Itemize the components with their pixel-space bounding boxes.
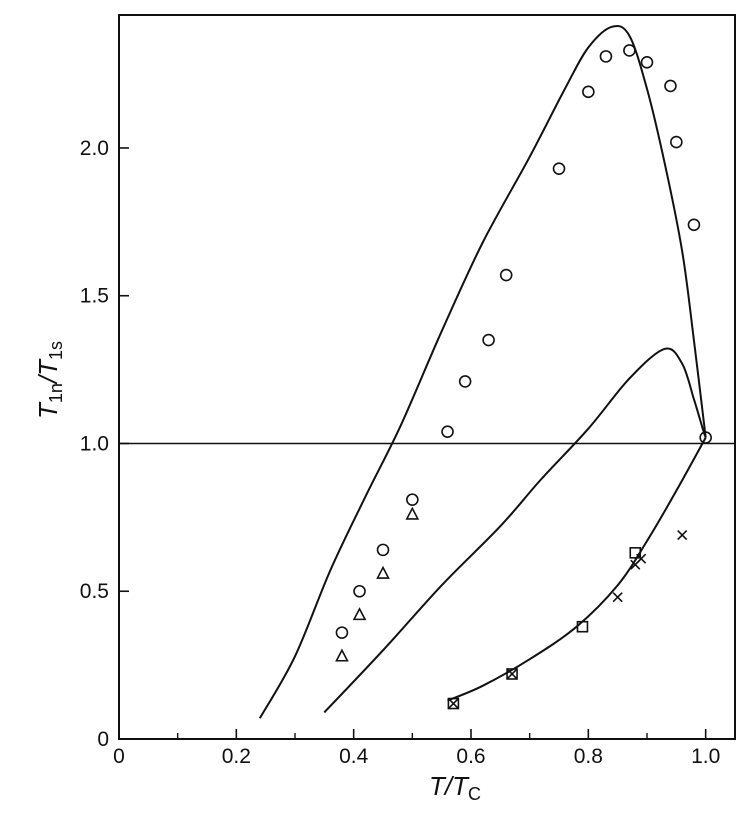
circle-marker-5 — [458, 375, 472, 388]
y-axis-title-post-sub: 1s — [46, 341, 66, 360]
y-tick-label-1: 0.5 — [80, 580, 109, 603]
y-tick-label-4: 2.0 — [80, 137, 109, 160]
x-tick-label-3: 0.6 — [456, 745, 485, 768]
x-tick-label-4: 0.8 — [574, 745, 603, 768]
y-axis-ticks: 0 0.5 1.0 1.5 2.0 — [80, 137, 129, 751]
x-axis-title-main: T/T — [429, 771, 470, 801]
x-tick-label-1: 0.2 — [222, 745, 251, 768]
y-axis-title-pre-sub: 1n — [46, 383, 66, 403]
square-marker-0 — [576, 620, 589, 633]
triangle-marker-3 — [405, 506, 420, 520]
boxed-cross-marker-1 — [506, 668, 518, 680]
cross-marker-3 — [677, 530, 688, 541]
plot-frame — [118, 14, 736, 740]
circle-marker-8 — [552, 162, 566, 175]
y-axis-title-sep: /T — [33, 358, 63, 385]
cross-marker-2 — [636, 553, 647, 564]
circle-marker-13 — [664, 79, 677, 93]
cross-marker-0 — [612, 592, 623, 603]
circle-marker-12 — [640, 55, 654, 69]
circle-marker-7 — [499, 268, 513, 282]
x-axis-title-sub: C — [468, 784, 481, 804]
circle-marker-14 — [670, 135, 683, 149]
circle-marker-6 — [482, 333, 495, 347]
curve-2 — [447, 437, 707, 702]
circle-marker-10 — [599, 50, 613, 63]
x-tick-label-5: 1.0 — [691, 745, 720, 768]
circle-marker-15 — [687, 218, 701, 232]
x-tick-label-2: 0.4 — [339, 745, 369, 768]
fit-curves — [258, 24, 707, 719]
y-axis-title: T1n/T1s — [33, 341, 66, 419]
y-tick-label-2: 1.0 — [80, 432, 109, 455]
triangle-marker-2 — [376, 565, 390, 579]
x-axis-ticks: 0 0.2 0.4 0.6 0.8 1.0 — [113, 729, 720, 768]
circle-marker-11 — [623, 44, 636, 57]
circle-marker-16 — [699, 431, 712, 444]
data-points — [335, 44, 712, 710]
square-marker-1 — [629, 547, 642, 559]
triangle-marker-1 — [352, 607, 367, 621]
y-tick-label-3: 1.5 — [80, 285, 109, 308]
y-axis-title-pre: T — [33, 401, 63, 419]
curve-1 — [323, 347, 707, 714]
circle-marker-4 — [441, 425, 454, 438]
curve-0 — [258, 24, 707, 719]
boxed-cross-marker-0 — [447, 697, 460, 710]
circle-marker-2 — [376, 543, 390, 557]
circle-marker-1 — [353, 584, 366, 598]
x-axis-title: T/TC — [429, 771, 481, 804]
circle-marker-0 — [335, 626, 349, 639]
circle-marker-3 — [406, 493, 419, 506]
triangle-marker-0 — [335, 648, 349, 662]
x-tick-label-0: 0 — [113, 745, 125, 768]
circle-marker-9 — [582, 85, 595, 99]
y-tick-label-0: 0 — [97, 728, 109, 751]
